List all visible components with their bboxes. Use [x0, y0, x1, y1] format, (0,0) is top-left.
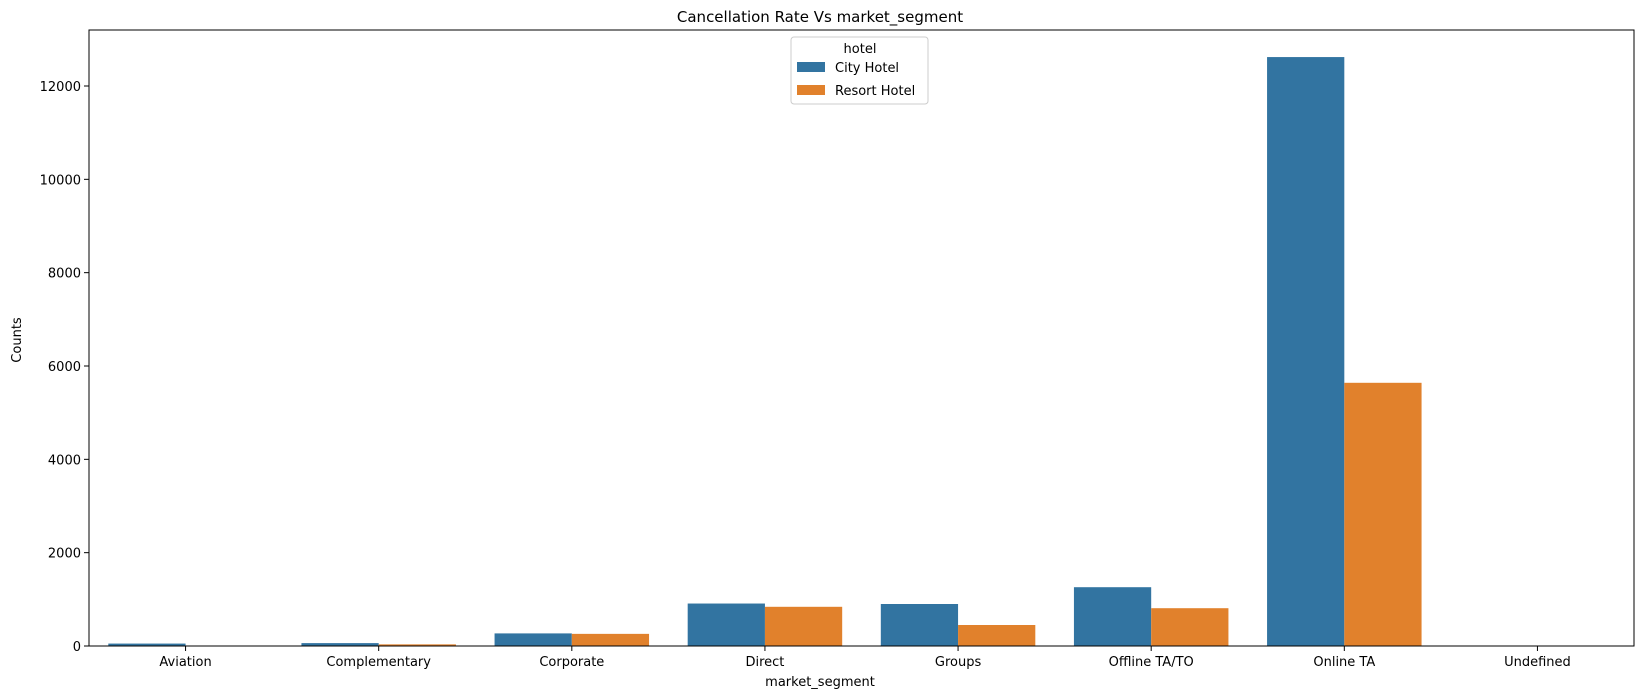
y-tick-label: 6000	[48, 360, 81, 375]
bar-city-hotel-direct	[687, 603, 765, 646]
plot-frame	[88, 29, 1635, 647]
bar-resort-hotel-direct	[764, 606, 843, 646]
y-axis-ticks: 0 2000 4000 6000 8000 10000 12000	[40, 80, 89, 655]
legend-label-resort-hotel: Resort Hotel	[835, 84, 915, 99]
legend: hotel City Hotel Resort Hotel	[790, 36, 929, 105]
x-tick-label: Corporate	[539, 655, 604, 670]
chart-title: Cancellation Rate Vs market_segment	[677, 8, 963, 27]
x-tick-label: Groups	[935, 655, 982, 670]
bars-group	[108, 57, 1538, 647]
bar-resort-hotel-corporate	[571, 633, 650, 646]
legend-box	[790, 36, 929, 105]
y-tick-label: 12000	[40, 80, 81, 95]
x-axis-label: market_segment	[765, 675, 875, 690]
y-tick-label: 10000	[40, 173, 81, 188]
bar-city-hotel-complementary	[301, 643, 379, 646]
legend-swatch-resort-hotel	[797, 85, 825, 95]
bar-resort-hotel-groups	[958, 625, 1036, 646]
bar-resort-hotel-complementary	[378, 644, 456, 646]
y-tick-label: 8000	[48, 267, 81, 282]
legend-title: hotel	[844, 42, 877, 57]
x-axis-ticks: Aviation Complementary Corporate Direct Grou…	[159, 646, 1571, 670]
bar-city-hotel-groups	[880, 604, 959, 646]
bar-city-hotel-aviation	[108, 643, 186, 646]
legend-label-city-hotel: City Hotel	[835, 61, 899, 76]
bar-resort-hotel-online-ta	[1344, 382, 1422, 646]
x-tick-label: Direct	[745, 655, 784, 670]
x-tick-label: Aviation	[159, 655, 211, 670]
bar-city-hotel-corporate	[494, 633, 572, 646]
x-tick-label: Offline TA/TO	[1109, 655, 1194, 670]
bar-city-hotel-online-ta	[1267, 57, 1345, 647]
bar-city-hotel-offline-ta-to	[1073, 587, 1152, 646]
x-tick-label: Online TA	[1313, 655, 1375, 670]
bar-resort-hotel-offline-ta-to	[1151, 608, 1229, 646]
y-tick-label: 2000	[48, 547, 81, 562]
x-tick-label: Undefined	[1504, 655, 1571, 670]
y-axis-label: Counts	[10, 317, 25, 363]
y-tick-label: 4000	[48, 453, 81, 468]
x-tick-label: Complementary	[326, 655, 431, 670]
legend-swatch-city-hotel	[797, 62, 825, 72]
y-tick-label: 0	[73, 640, 81, 655]
